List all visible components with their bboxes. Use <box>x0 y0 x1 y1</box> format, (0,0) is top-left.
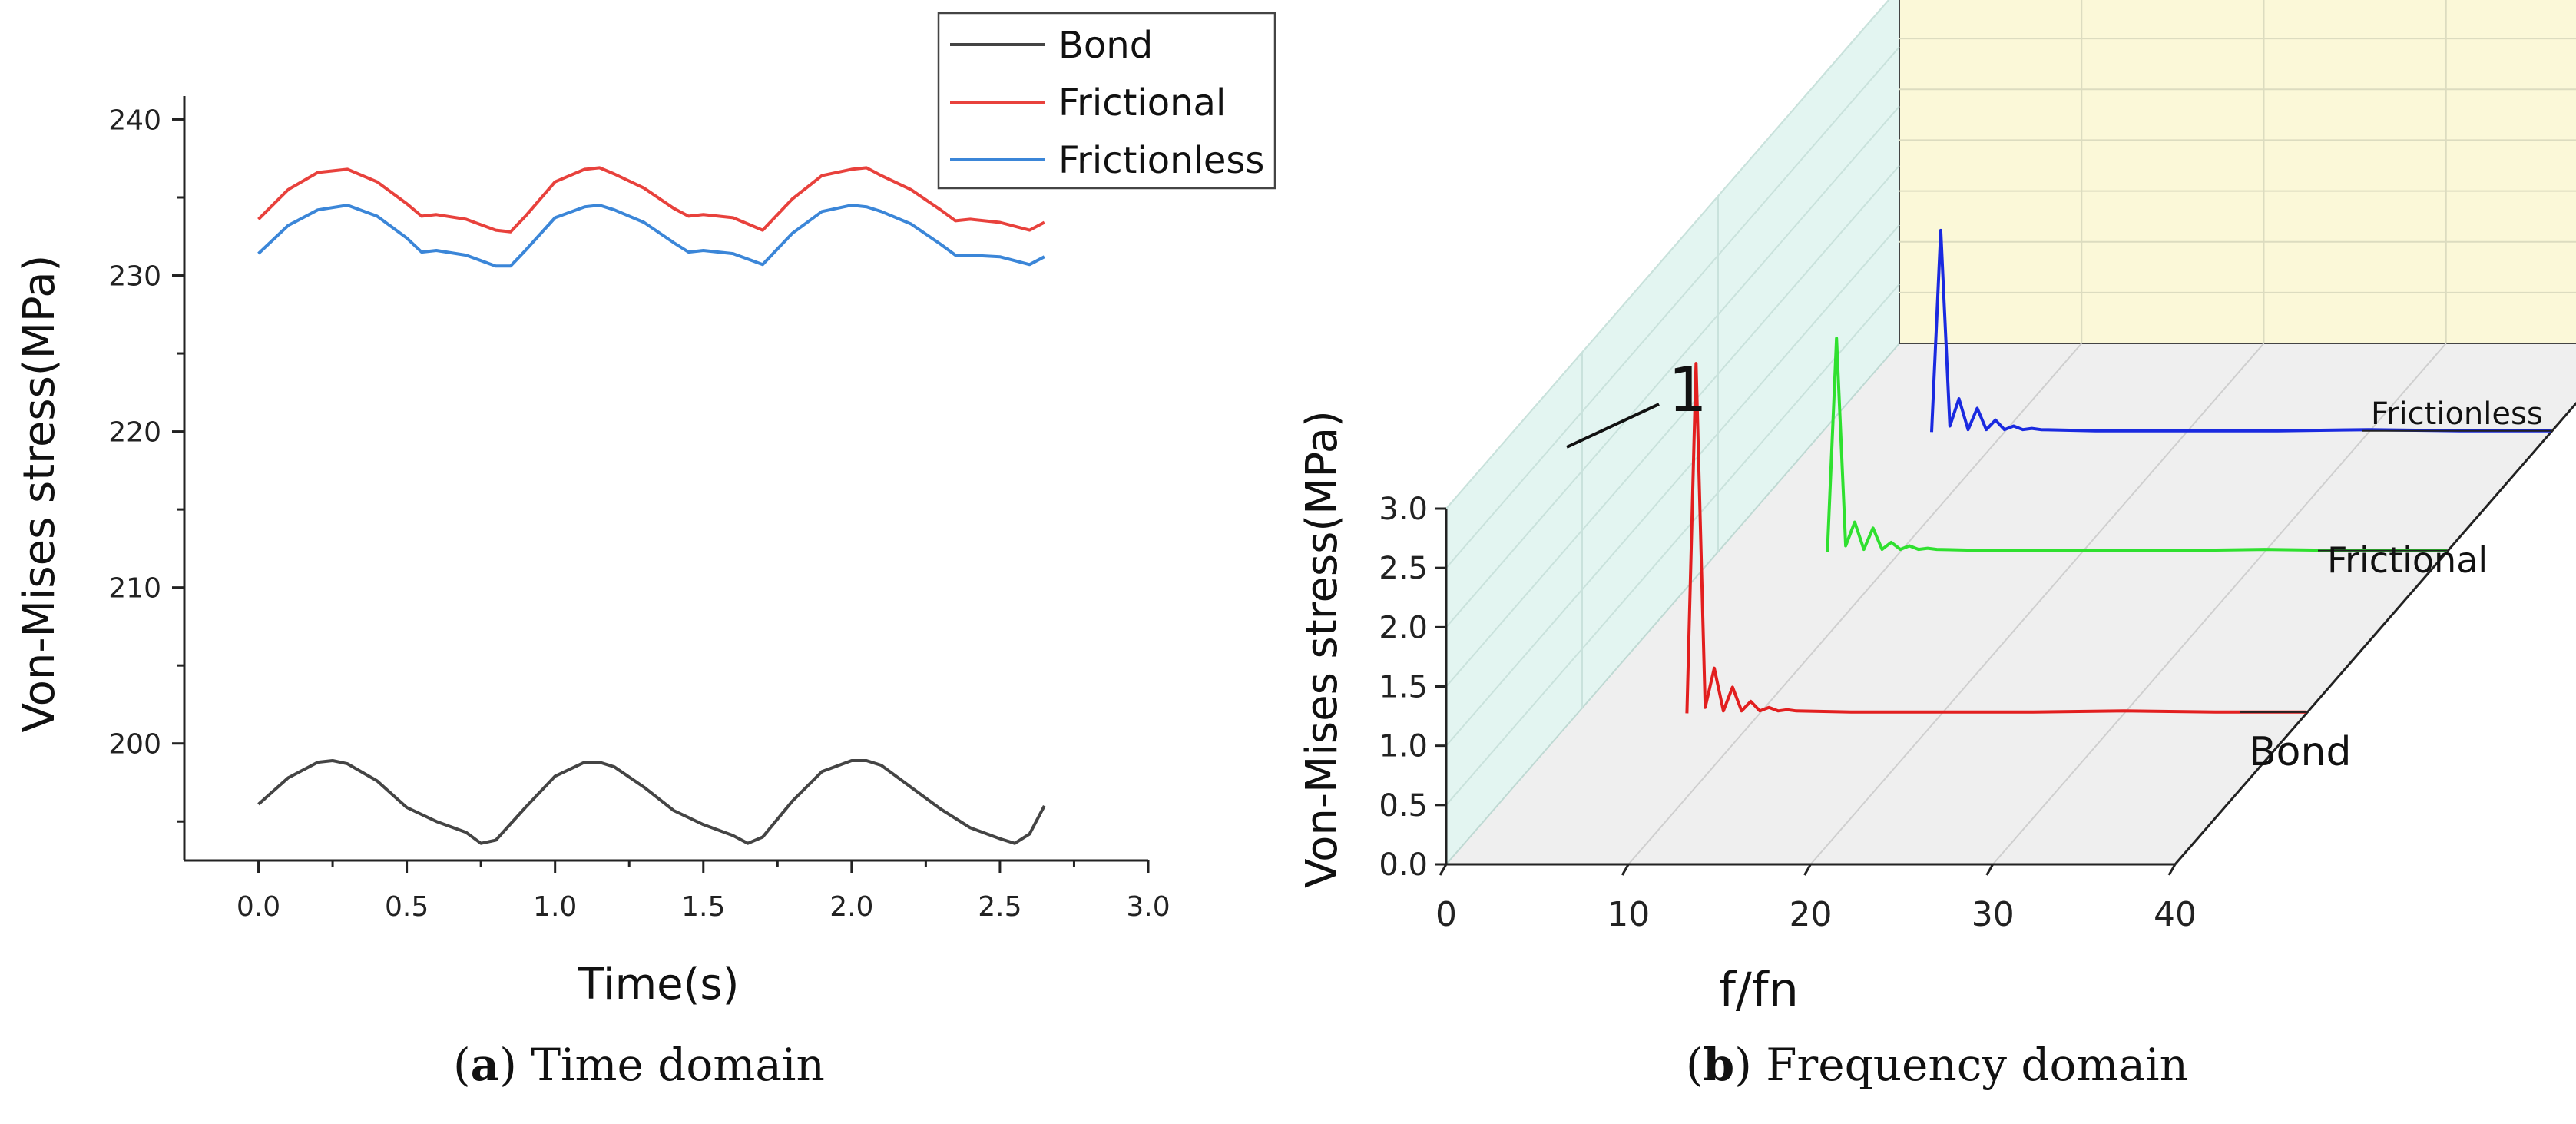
a-x-tick-label: 1.5 <box>681 891 725 923</box>
b-series-line-bond <box>1685 362 2307 714</box>
caption-b: (b) Frequency domain <box>1686 1039 2188 1091</box>
b-y-tick-label: 1.0 <box>1379 729 1428 764</box>
b-left-grid <box>1445 283 1900 806</box>
b-series-label-frictionless: Frictionless <box>2371 396 2543 432</box>
b-x-tick <box>2167 864 2177 876</box>
b-x-tick-label: 0 <box>1435 895 1457 934</box>
caption-a-text: Time domain <box>531 1039 825 1091</box>
b-left-grid <box>1445 0 1890 509</box>
caption-b-text: Frequency domain <box>1766 1039 2188 1091</box>
b-floor-plane <box>1446 343 2576 864</box>
a-series-line-bond <box>257 759 1046 845</box>
b-x-tick <box>1803 864 1812 876</box>
b-annotation-label: 1 <box>1668 354 1707 426</box>
a-x-tick-label: 1.0 <box>533 891 577 923</box>
b-x-tick-label: 20 <box>1790 895 1833 934</box>
frequency-domain-chart: 0.0 0.5 1.0 1.5 2.0 2.5 3.0 0 10 20 30 40 f/fn Von-Mi… <box>1297 0 2576 1018</box>
b-left-grid <box>1445 224 1900 747</box>
a-x-tick-label: 2.0 <box>829 891 873 923</box>
b-y-tick-label: 0.5 <box>1379 788 1428 824</box>
a-legend-label: Frictional <box>1058 81 1226 124</box>
b-x-tick-label: 10 <box>1607 895 1650 934</box>
a-y-axis-label: Von-Mises stress(MPa) <box>15 255 65 733</box>
time-domain-chart: 0.0 0.5 1.0 1.5 2.0 2.5 3.0 200 210 220 230 240 Time… <box>15 12 1276 1010</box>
caption-a-label: a <box>470 1039 500 1091</box>
b-x-axis-label: f/fn <box>1719 962 1799 1018</box>
a-legend-label: Frictionless <box>1058 139 1264 182</box>
a-y-tick-label: 200 <box>108 729 161 761</box>
a-series-line-frictionless <box>257 204 1045 268</box>
b-y-axis-label: Von-Mises stress(MPa) <box>1297 410 1347 888</box>
a-y-tick-label: 220 <box>108 417 161 449</box>
b-series-line-frictional <box>1826 337 2447 552</box>
caption-b-label: b <box>1703 1039 1735 1091</box>
b-left-grid <box>1445 46 1900 569</box>
b-left-grid <box>1445 164 1900 688</box>
b-series-label-bond: Bond <box>2249 729 2351 775</box>
a-x-axis-label: Time(s) <box>578 960 740 1010</box>
a-x-tick-label: 0.5 <box>385 891 429 923</box>
b-x-tick <box>1621 864 1630 876</box>
b-y-tick-label: 2.0 <box>1379 610 1428 645</box>
a-x-tick-label: 0.0 <box>237 891 280 923</box>
b-y-tick-label: 0.0 <box>1379 847 1428 883</box>
b-depth-axis <box>2174 401 2576 865</box>
a-y-tick-label: 240 <box>108 104 161 136</box>
b-y-tick-label: 1.5 <box>1379 670 1428 705</box>
a-legend-label: Bond <box>1058 24 1153 67</box>
b-y-tick-label: 3.0 <box>1379 492 1428 527</box>
a-x-tick-label: 3.0 <box>1126 891 1170 923</box>
b-series-line-frictionless <box>1930 228 2551 433</box>
b-annotation-leader <box>1566 403 1660 449</box>
b-x-tick <box>1439 864 1448 876</box>
b-series-label-frictional: Frictional <box>2327 539 2488 581</box>
b-left-grid <box>1445 105 1900 628</box>
a-y-tick-label: 230 <box>108 261 161 293</box>
b-x-tick-label: 40 <box>2154 895 2197 934</box>
b-y-tick-label: 2.5 <box>1379 551 1428 586</box>
b-x-tick-label: 30 <box>1972 895 2015 934</box>
caption-a: (a) Time domain <box>453 1039 825 1091</box>
a-legend: Bond Frictional Frictionless <box>937 12 1276 190</box>
a-series-line-frictional <box>257 166 1045 234</box>
b-x-tick <box>1985 864 1995 876</box>
a-x-tick-label: 2.5 <box>978 891 1021 923</box>
a-y-tick-label: 210 <box>108 573 161 605</box>
